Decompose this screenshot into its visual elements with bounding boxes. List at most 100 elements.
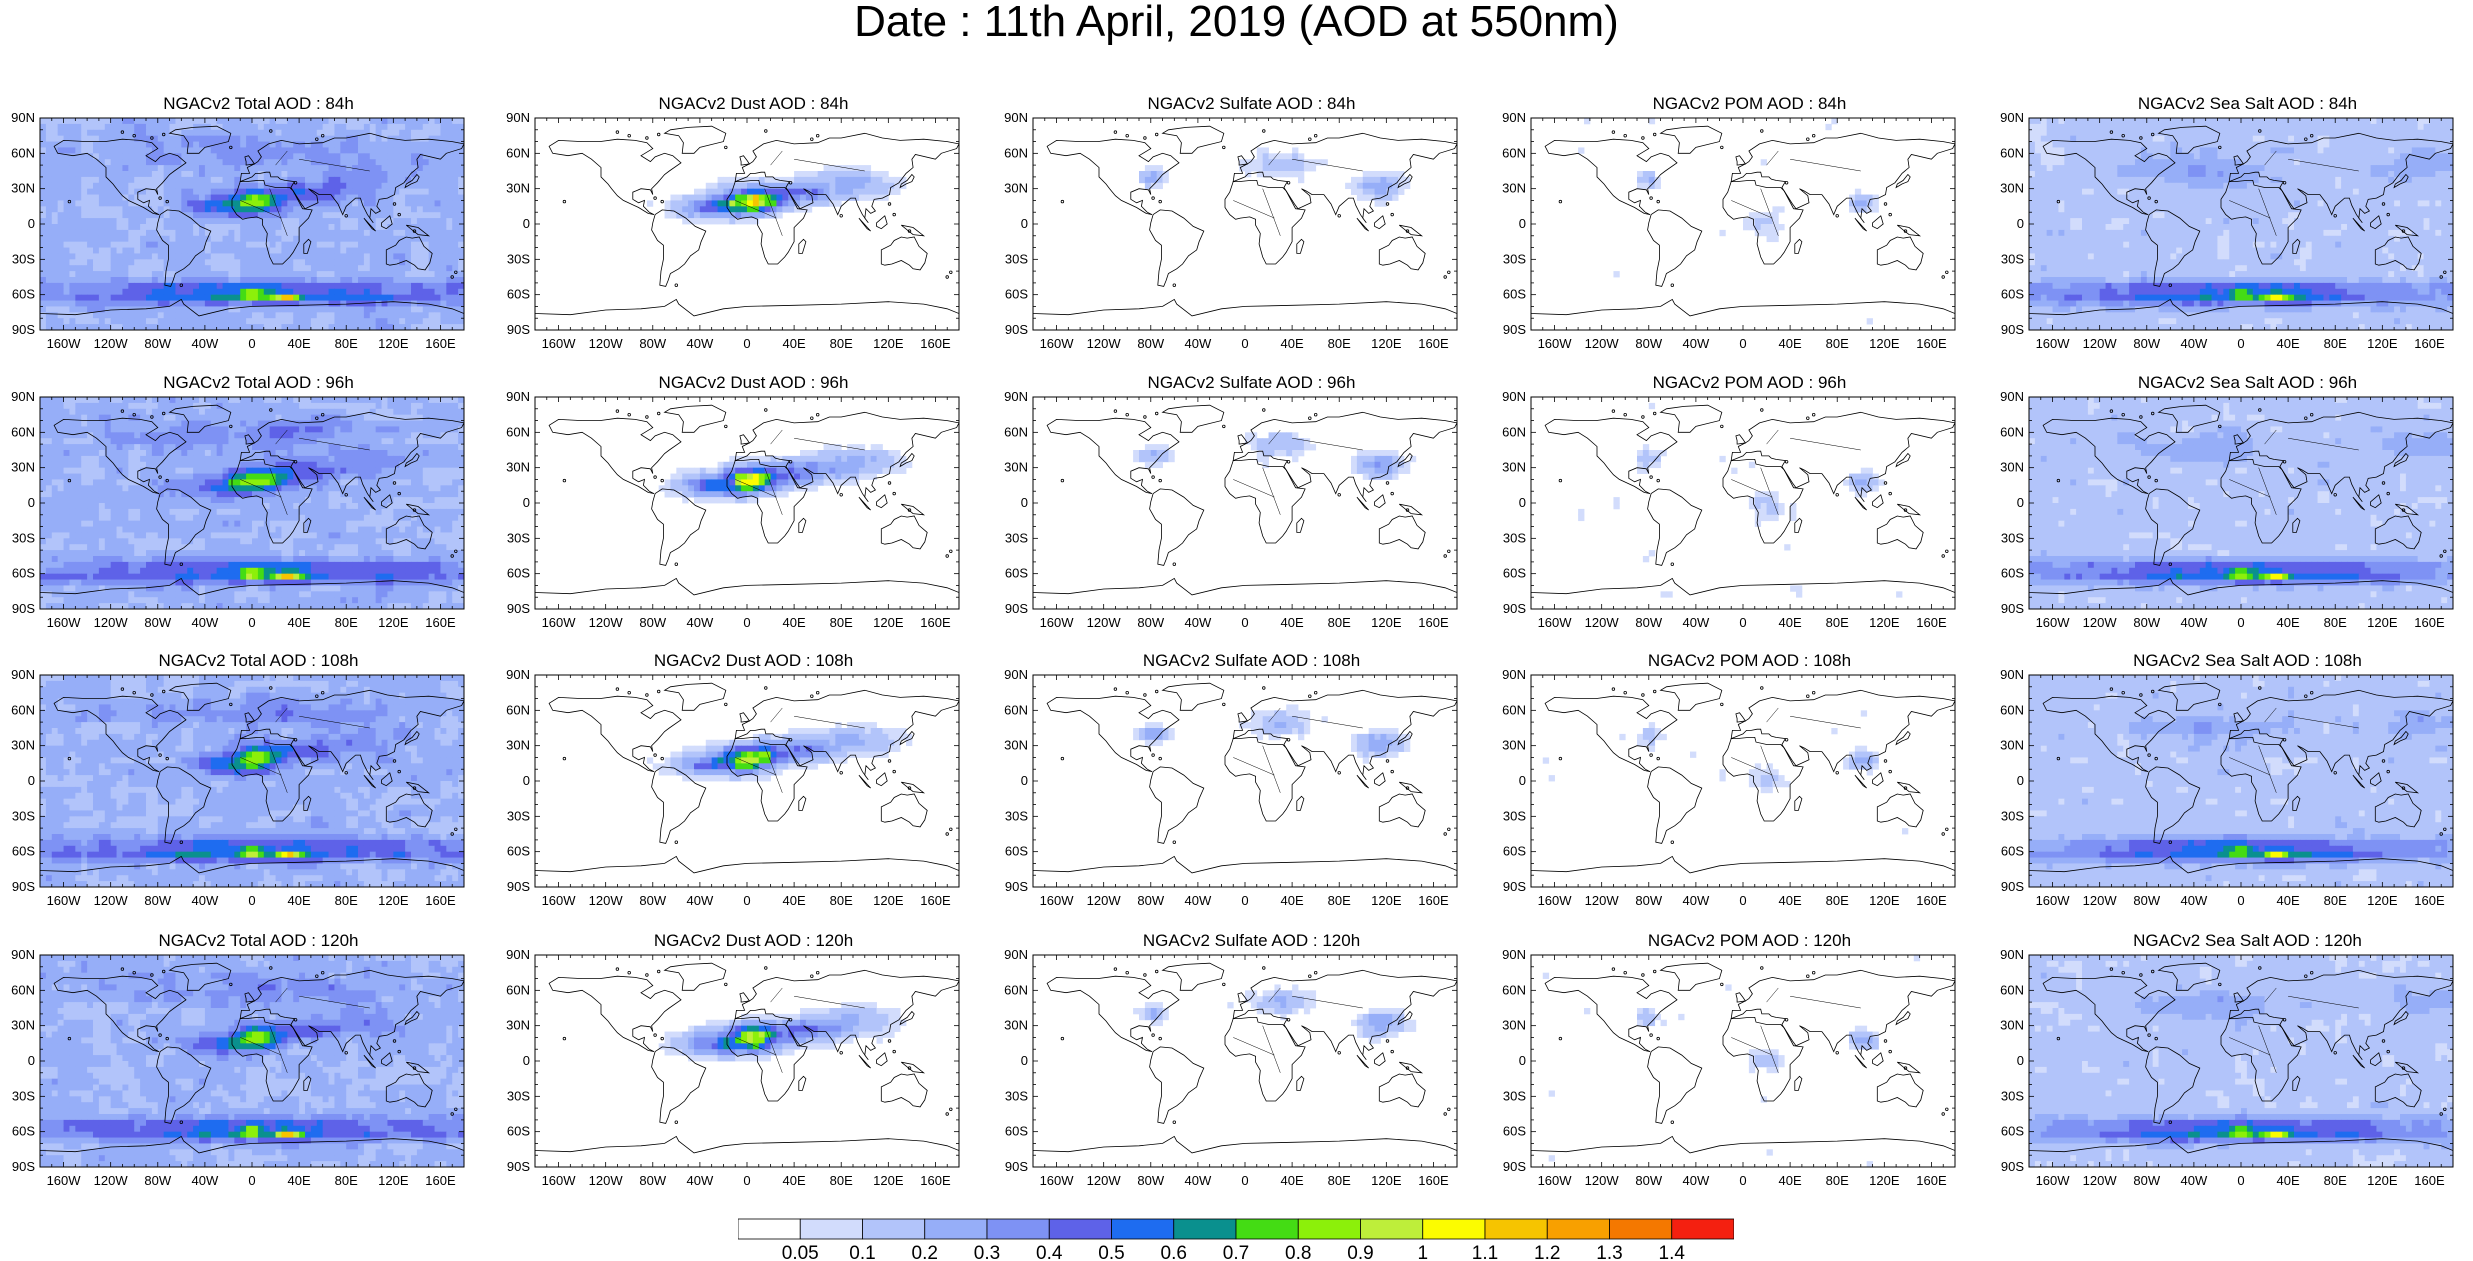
lon-tick-label: 40E	[1779, 615, 1802, 630]
colorbar-label: 1.4	[1659, 1243, 1686, 1261]
lat-tick-label: 30S	[507, 1088, 530, 1103]
lon-tick-label: 160W	[47, 893, 82, 908]
figure-title: Date : 11th April, 2019 (AOD at 550nm)	[0, 0, 2473, 44]
lon-tick-label: 120W	[1087, 615, 1122, 630]
lat-tick-label: 60S	[12, 1124, 35, 1139]
lon-tick-label: 160E	[2414, 893, 2445, 908]
lon-tick-label: 120E	[1869, 615, 1900, 630]
lat-tick-label: 60S	[12, 566, 35, 581]
lon-tick-label: 120E	[1869, 336, 1900, 351]
lon-tick-label: 0	[2237, 1173, 2244, 1188]
colorbar-label: 0.7	[1223, 1243, 1249, 1261]
lon-tick-label: 120E	[2367, 893, 2398, 908]
lat-tick-label: 90S	[2001, 601, 2024, 616]
lat-tick-label: 60N	[1004, 145, 1028, 160]
map-plot: 90N 60N 30N 0 30S 60S 90S 160W 120W 80W 40W 0 40E 80E…	[1502, 947, 1956, 1188]
panel-title: NGACv2 Dust AOD : 84h	[542, 95, 965, 112]
lat-tick-label: 0	[1021, 216, 1028, 231]
colorbar-swatch	[924, 1218, 988, 1240]
lat-tick-label: 90S	[12, 322, 35, 337]
lat-tick-label: 30N	[1004, 738, 1028, 753]
lat-tick-label: 90N	[1502, 947, 1526, 962]
lon-tick-label: 0	[248, 615, 255, 630]
lat-tick-label: 60N	[1502, 702, 1526, 717]
lat-tick-label: 90N	[11, 947, 35, 962]
lon-tick-label: 120W	[1585, 893, 1620, 908]
lon-tick-label: 160W	[1040, 336, 1075, 351]
lon-tick-label: 80W	[1635, 336, 1662, 351]
coastlines	[1033, 682, 1457, 874]
panel-title: NGACv2 Sulfate AOD : 84h	[1040, 95, 1463, 112]
lon-tick-label: 160E	[1916, 1173, 1947, 1188]
panel-title: NGACv2 Sulfate AOD : 108h	[1040, 652, 1463, 669]
lon-tick-label: 80E	[2324, 893, 2347, 908]
map-panel: NGACv2 POM AOD : 96h 90N 60N 30N 0 30S 60S 90S 1…	[1491, 374, 1956, 639]
lat-tick-label: 90N	[11, 667, 35, 682]
colorbar-swatch	[738, 1218, 801, 1240]
map-plot: 90N 60N 30N 0 30S 60S 90S 160W 120W 80W 40W 0 40E 80E…	[2000, 389, 2454, 630]
lon-tick-label: 40W	[192, 893, 219, 908]
lat-tick-label: 90S	[1503, 322, 1526, 337]
lat-tick-label: 0	[2017, 495, 2024, 510]
lon-tick-label: 120W	[589, 615, 624, 630]
lat-tick-label: 30N	[11, 460, 35, 475]
lat-tick-label: 90S	[12, 601, 35, 616]
lon-tick-label: 80E	[1328, 1173, 1351, 1188]
lon-tick-label: 40W	[192, 336, 219, 351]
colorbar-swatch	[1609, 1218, 1673, 1240]
lon-tick-label: 120E	[1869, 893, 1900, 908]
lon-tick-label: 0	[743, 1173, 750, 1188]
lat-tick-label: 60S	[2001, 287, 2024, 302]
colorbar-swatch	[1360, 1218, 1424, 1240]
lon-tick-label: 160E	[920, 893, 951, 908]
lon-tick-label: 0	[248, 893, 255, 908]
lon-tick-label: 160E	[1418, 336, 1449, 351]
panel-title: NGACv2 Dust AOD : 108h	[542, 652, 965, 669]
colorbar-swatch	[986, 1218, 1050, 1240]
lon-tick-label: 80W	[639, 1173, 666, 1188]
coastlines	[40, 682, 464, 874]
lon-tick-label: 40W	[2181, 893, 2208, 908]
lat-tick-label: 0	[2017, 773, 2024, 788]
lat-tick-label: 60N	[506, 424, 530, 439]
lon-tick-label: 40W	[687, 1173, 714, 1188]
colorbar-label: 0.1	[849, 1243, 875, 1261]
lat-tick-label: 60N	[11, 424, 35, 439]
panel-title: NGACv2 Total AOD : 108h	[47, 652, 470, 669]
axis-ticks	[534, 117, 960, 331]
lon-tick-label: 160W	[2036, 893, 2071, 908]
lat-tick-label: 90S	[12, 1159, 35, 1174]
lon-tick-label: 120E	[2367, 336, 2398, 351]
lon-tick-label: 160E	[425, 615, 456, 630]
axis-ticks	[534, 396, 960, 610]
map-plot: 90N 60N 30N 0 30S 60S 90S 160W 120W 80W 40W 0 40E 80E…	[1502, 667, 1956, 908]
panel-title: NGACv2 Sea Salt AOD : 108h	[2036, 652, 2459, 669]
panel-title: NGACv2 Total AOD : 96h	[47, 374, 470, 391]
lon-tick-label: 80E	[1826, 1173, 1849, 1188]
lon-tick-label: 160W	[47, 336, 82, 351]
aod-shading	[658, 444, 913, 504]
lon-tick-label: 40E	[288, 336, 311, 351]
colorbar-label: 0.9	[1347, 1243, 1373, 1261]
lat-tick-label: 60S	[12, 287, 35, 302]
lon-tick-label: 120W	[94, 1173, 129, 1188]
lat-tick-label: 60S	[1503, 566, 1526, 581]
lon-tick-label: 40E	[1281, 893, 1304, 908]
lat-tick-label: 30S	[507, 808, 530, 823]
lat-tick-label: 90N	[506, 389, 530, 404]
lon-tick-label: 0	[248, 1173, 255, 1188]
lon-tick-label: 40E	[1779, 336, 1802, 351]
lat-tick-label: 90N	[11, 389, 35, 404]
lon-tick-label: 80E	[830, 615, 853, 630]
lon-tick-label: 0	[2237, 615, 2244, 630]
map-plot: 90N 60N 30N 0 30S 60S 90S 160W 120W 80W 40W 0 40E 80E…	[11, 947, 465, 1188]
lon-tick-label: 80W	[2133, 1173, 2160, 1188]
lat-tick-label: 30N	[2000, 460, 2024, 475]
lon-tick-label: 160W	[1538, 893, 1573, 908]
lon-tick-label: 80W	[639, 893, 666, 908]
lat-tick-label: 60N	[11, 145, 35, 160]
lat-tick-label: 60S	[1503, 287, 1526, 302]
axis-ticks	[2028, 954, 2454, 1168]
aod-shading	[1133, 984, 1417, 1044]
lon-tick-label: 0	[743, 893, 750, 908]
